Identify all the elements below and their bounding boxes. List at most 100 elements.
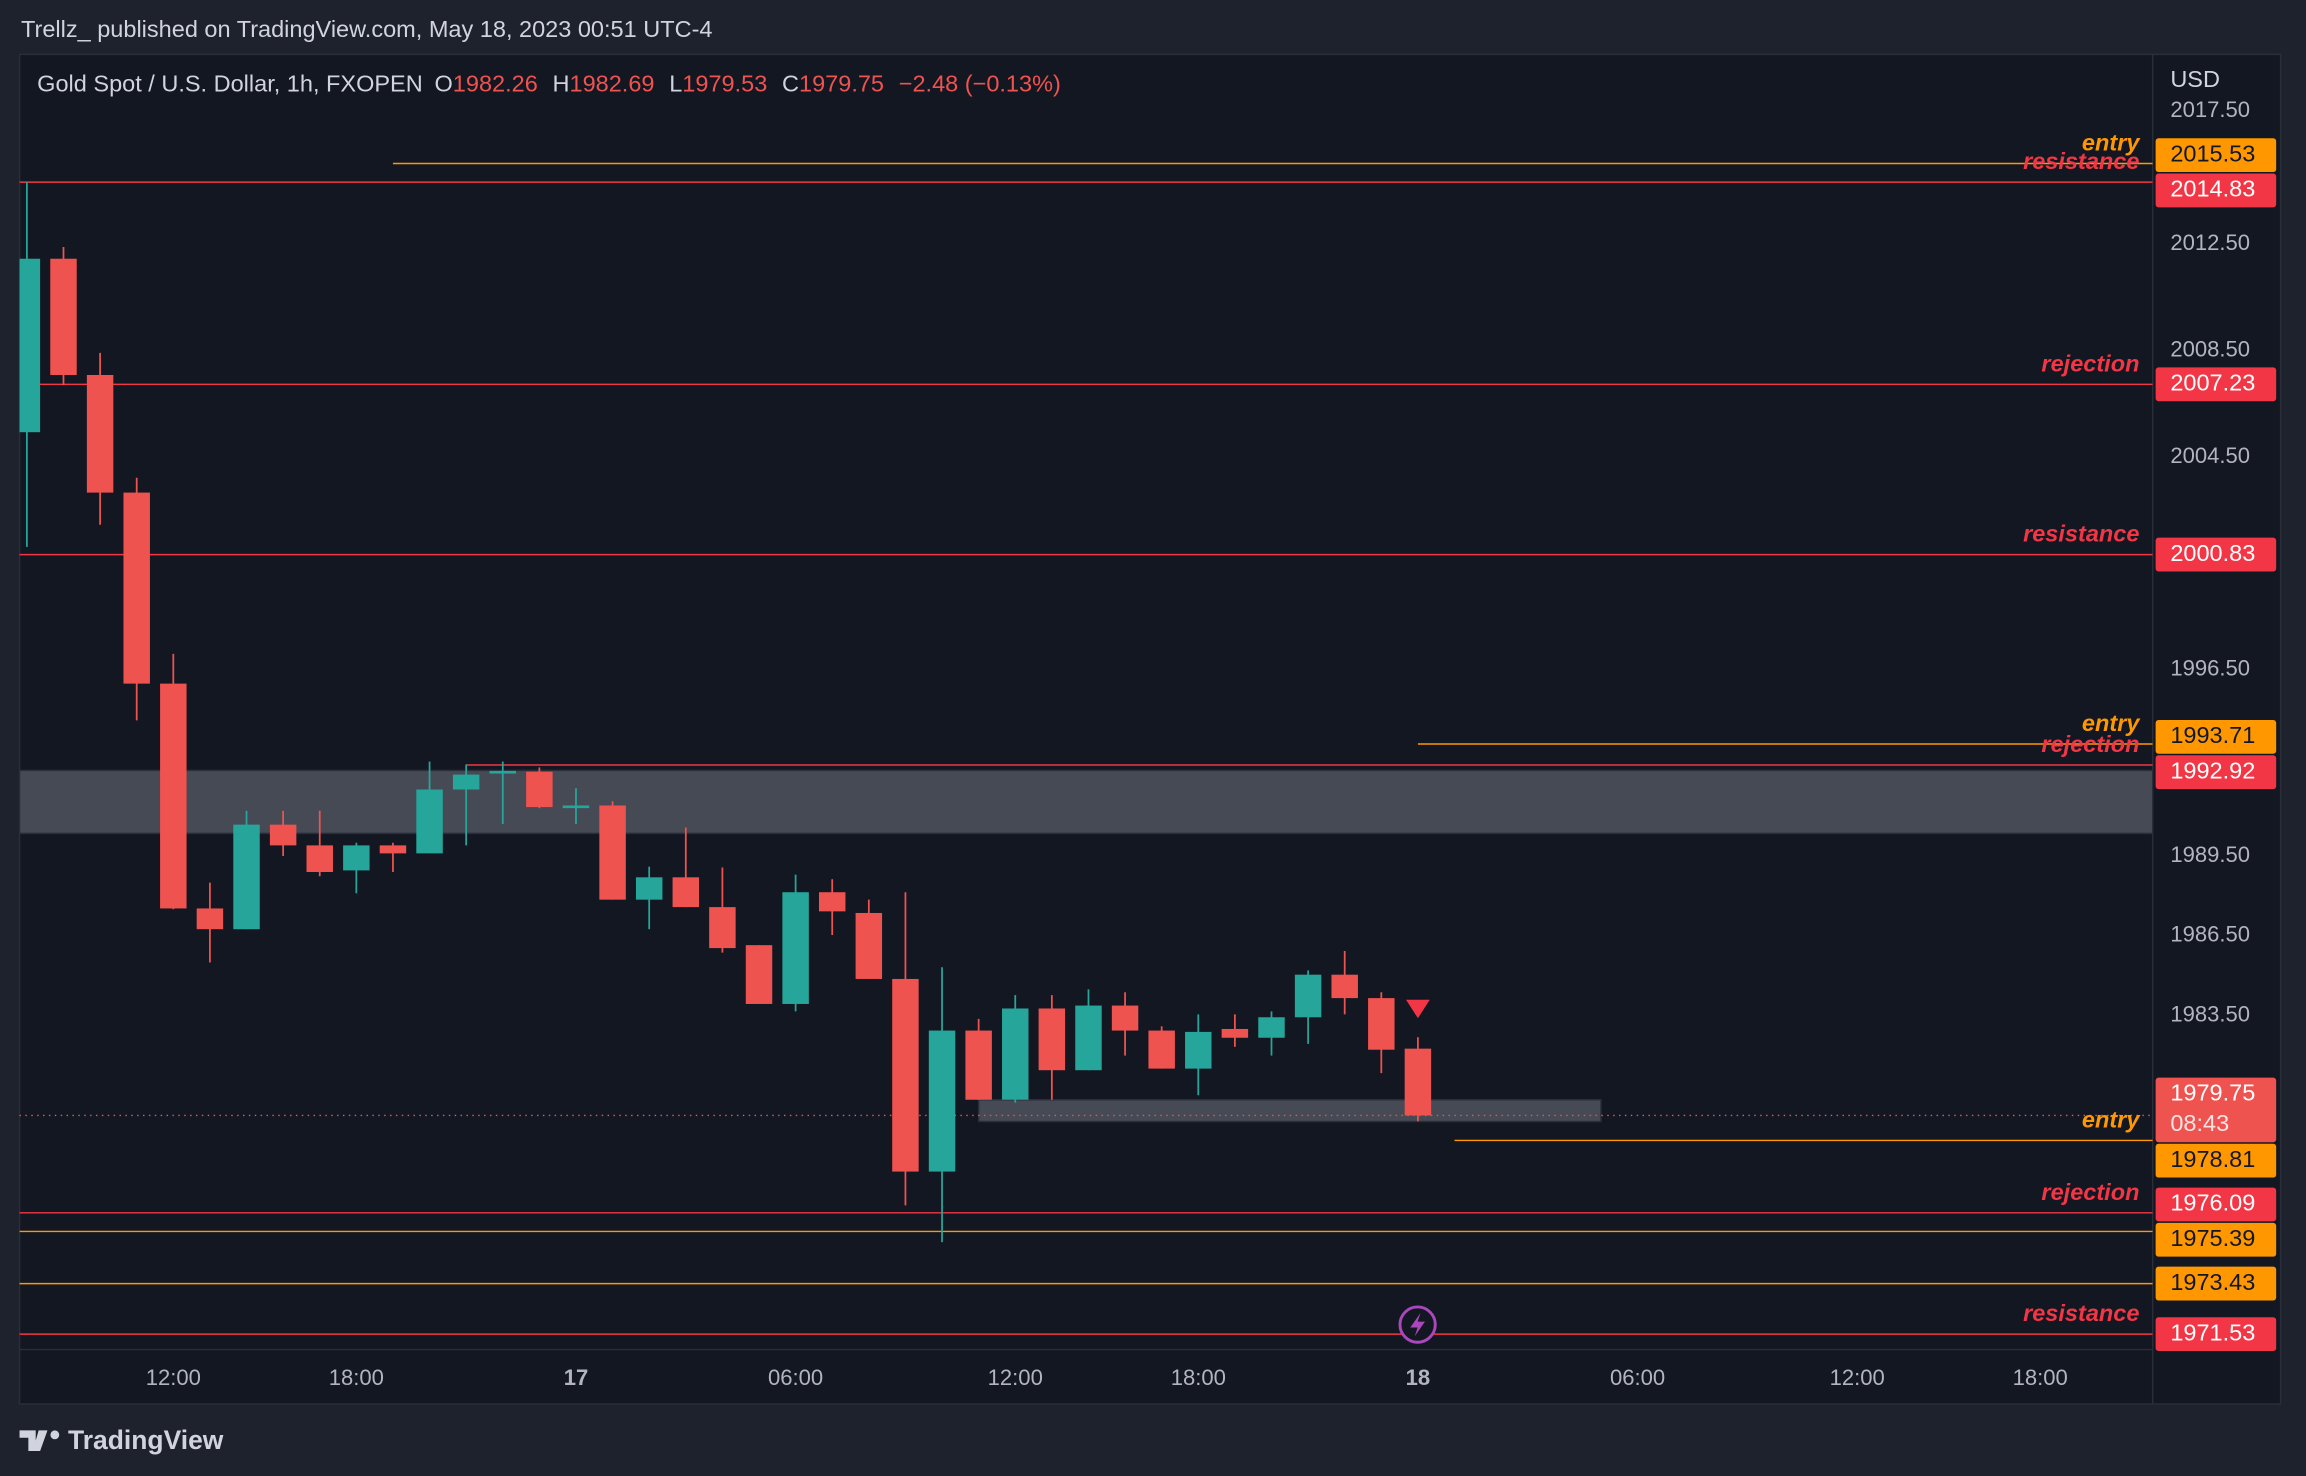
candle-body	[416, 789, 443, 854]
price-label-box	[2155, 755, 2277, 790]
price-label-box	[2155, 1143, 2277, 1178]
candle-body	[489, 770, 516, 774]
candle-body	[855, 912, 883, 979]
candle-body	[818, 892, 846, 912]
level-label: entry	[2082, 130, 2141, 156]
level-label: entry	[2082, 710, 2141, 736]
currency: USD	[2170, 66, 2220, 92]
y-tick-label: 2004.50	[2170, 443, 2250, 468]
price-label: 1975.39	[2170, 1225, 2255, 1251]
candle-body	[965, 1030, 992, 1100]
legend-key: C	[782, 70, 799, 96]
level-label: rejection	[2041, 1179, 2139, 1205]
legend-value: 1982.69	[570, 70, 655, 96]
legend-key: L	[669, 70, 682, 96]
price-label-box	[2155, 1266, 2277, 1301]
level-label: resistance	[2023, 1300, 2139, 1326]
price-label-box	[2155, 173, 2277, 208]
x-tick-label: 18	[1406, 1365, 1431, 1390]
price-label: 1978.81	[2170, 1146, 2255, 1172]
candle-body	[1221, 1028, 1249, 1038]
y-tick-label: 1989.50	[2170, 842, 2250, 867]
alert-icon	[1398, 1305, 1437, 1344]
price-label-box	[2155, 1222, 2277, 1257]
candle-body	[196, 908, 224, 930]
candle-body	[343, 845, 370, 871]
price-label-box	[2155, 537, 2277, 572]
price-label: 2000.83	[2170, 540, 2255, 566]
brand-logo	[19, 1430, 60, 1452]
price-label: 1973.43	[2170, 1269, 2255, 1295]
price-label: 2007.23	[2170, 370, 2255, 396]
candle-body	[379, 845, 407, 854]
candle-body	[233, 824, 260, 930]
candle-body	[1111, 1005, 1139, 1031]
price-label: 1979.75	[2170, 1080, 2255, 1106]
y-tick-label: 1983.50	[2170, 1001, 2250, 1026]
candle-body	[635, 877, 663, 900]
price-label-box	[2155, 367, 2277, 402]
candle-body	[86, 374, 114, 493]
candle-body	[1331, 974, 1358, 999]
level-label: rejection	[2041, 350, 2139, 376]
candle-body	[1368, 998, 1395, 1050]
zone	[19, 769, 2153, 835]
candle-body	[19, 258, 41, 433]
candle-body	[1002, 1008, 1029, 1100]
price-label-box	[2155, 138, 2277, 173]
y-tick-label: 1996.50	[2170, 656, 2250, 681]
candle-body	[1038, 1008, 1066, 1071]
candle-body	[892, 978, 919, 1172]
legend-value: 1979.53	[682, 70, 767, 96]
byline: Trellz_ published on TradingView.com, Ma…	[21, 16, 712, 42]
candle-body	[709, 907, 736, 949]
candle-body	[1258, 1017, 1285, 1038]
candle-body	[1075, 1005, 1102, 1071]
x-tick-label: 12:00	[1830, 1365, 1885, 1390]
x-tick-label: 06:00	[1610, 1365, 1665, 1390]
price-label-box	[2155, 1187, 2277, 1222]
price-label: 1992.92	[2170, 757, 2255, 783]
y-tick-label: 1986.50	[2170, 922, 2250, 947]
candle-body	[1404, 1048, 1432, 1116]
x-tick-label: 18:00	[1171, 1365, 1226, 1390]
candle-body	[123, 492, 150, 684]
zone	[977, 1099, 1602, 1123]
brand: TradingView	[68, 1425, 224, 1455]
candle-body	[1148, 1030, 1175, 1069]
price-label: 2015.53	[2170, 140, 2255, 166]
candle-body	[562, 805, 590, 809]
y-tick-label: 2017.50	[2170, 97, 2250, 122]
candle-body	[599, 805, 626, 900]
x-tick-label: 06:00	[768, 1365, 823, 1390]
candle-body	[306, 845, 333, 872]
candle-body	[269, 824, 297, 846]
level-label: resistance	[2023, 521, 2139, 547]
legend-value: 1982.26	[453, 70, 538, 96]
candle-body	[928, 1030, 956, 1172]
price-label: 1971.53	[2170, 1319, 2255, 1345]
x-tick-label: 18:00	[2013, 1365, 2068, 1390]
candle-body	[745, 945, 773, 1004]
price-label-box	[2155, 1077, 2277, 1143]
signal-marker	[1403, 998, 1433, 1021]
plot	[19, 162, 2153, 1335]
x-tick-label: 12:00	[988, 1365, 1043, 1390]
countdown: 08:43	[2170, 1110, 2229, 1136]
legend-change: −2.48 (−0.13%)	[899, 70, 1061, 96]
level-label: rejection	[2041, 731, 2139, 757]
x-tick-label: 18:00	[329, 1365, 384, 1390]
x-tick-label: 17	[564, 1365, 589, 1390]
level-label: resistance	[2023, 148, 2139, 174]
price-label: 1993.71	[2170, 722, 2255, 748]
candle-body	[1185, 1031, 1212, 1069]
price-label: 2014.83	[2170, 176, 2255, 202]
price-label-box	[2155, 1317, 2277, 1352]
candle-body	[452, 774, 480, 790]
price-label-box	[2155, 719, 2277, 754]
candle-body	[526, 771, 553, 808]
legend-key: H	[553, 70, 570, 96]
legend: Gold Spot / U.S. Dollar, 1h, FXOPEN O1982…	[37, 70, 1061, 96]
